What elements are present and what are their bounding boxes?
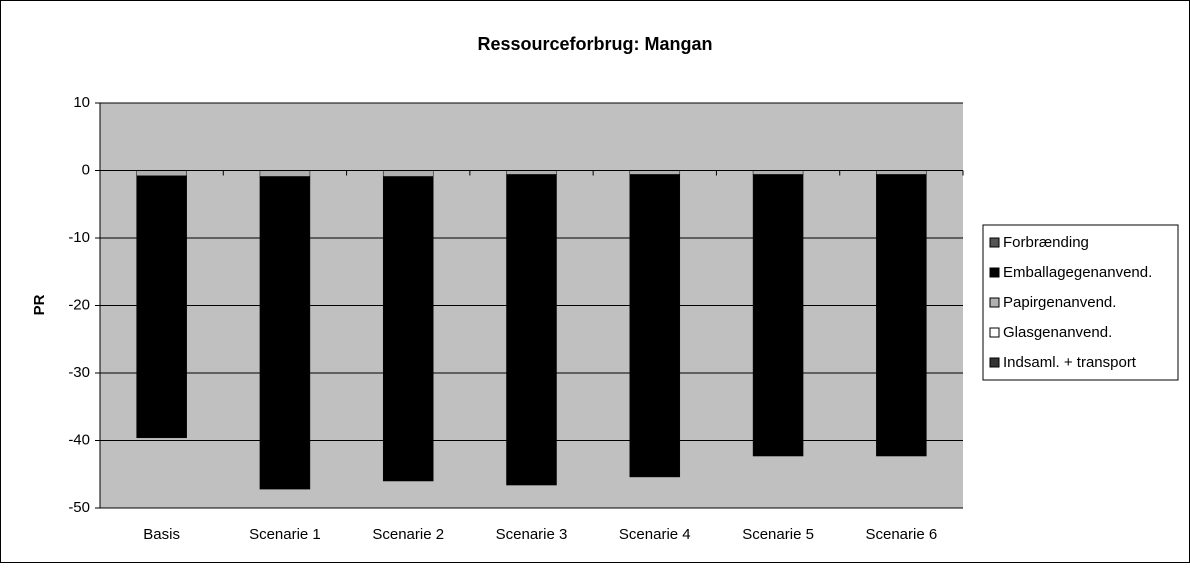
x-tick-label: Basis <box>143 526 180 543</box>
y-axis-label: PR <box>31 294 48 315</box>
y-tick-label: 10 <box>73 94 90 111</box>
y-tick-label: -50 <box>68 499 90 516</box>
bar-segment <box>382 170 434 177</box>
bar-segment <box>629 174 681 478</box>
legend-label: Glasgenanvend. <box>1003 324 1112 341</box>
x-tick-label: Scenarie 4 <box>619 526 691 543</box>
bar-segment <box>259 176 311 490</box>
bar-segment <box>506 174 557 486</box>
bar-segment <box>752 170 804 175</box>
legend <box>982 224 1179 381</box>
bar-segment <box>506 170 557 175</box>
legend-label: Papirgenanvend. <box>1003 294 1116 311</box>
legend-swatch <box>989 237 1000 248</box>
x-tick-label: Scenarie 3 <box>496 526 568 543</box>
legend-swatch <box>989 267 1000 278</box>
bar-segment <box>136 175 187 439</box>
y-tick-label: -20 <box>68 296 90 313</box>
bar-segment <box>136 170 187 177</box>
y-tick-label: 0 <box>82 161 90 178</box>
legend-swatch <box>989 327 1000 338</box>
y-tick-label: -40 <box>68 431 90 448</box>
chart-title: Ressourceforbrug: Mangan <box>477 34 712 54</box>
x-tick-label: Scenarie 6 <box>865 526 937 543</box>
x-tick-label: Scenarie 2 <box>372 526 444 543</box>
x-tick-label: Scenarie 1 <box>249 526 321 543</box>
y-tick-label: -10 <box>68 229 90 246</box>
bar-segment <box>876 174 927 457</box>
x-tick-label: Scenarie 5 <box>742 526 814 543</box>
y-tick-label: -30 <box>68 364 90 381</box>
bar-segment <box>752 174 804 457</box>
legend-swatch <box>989 297 1000 308</box>
legend-label: Indsaml. + transport <box>1003 354 1137 371</box>
bar-segment <box>876 170 927 175</box>
legend-label: Forbrænding <box>1003 234 1089 251</box>
bar-segment <box>629 170 681 175</box>
bar-segment <box>382 176 434 482</box>
bar-segment <box>259 170 311 177</box>
legend-label: Emballagegenanvend. <box>1003 264 1152 281</box>
legend-swatch <box>989 357 1000 368</box>
